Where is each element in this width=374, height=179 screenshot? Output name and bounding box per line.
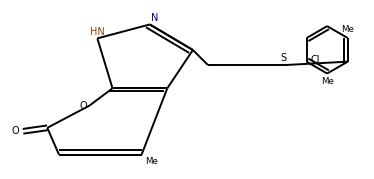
Text: Me: Me [341, 25, 354, 34]
Text: Me: Me [321, 78, 334, 86]
Text: O: O [12, 126, 19, 136]
Text: HN: HN [90, 27, 105, 37]
Text: Me: Me [145, 156, 159, 166]
Text: O: O [80, 101, 87, 111]
Text: N: N [151, 13, 158, 23]
Text: Cl: Cl [311, 55, 320, 65]
Text: S: S [280, 53, 287, 63]
